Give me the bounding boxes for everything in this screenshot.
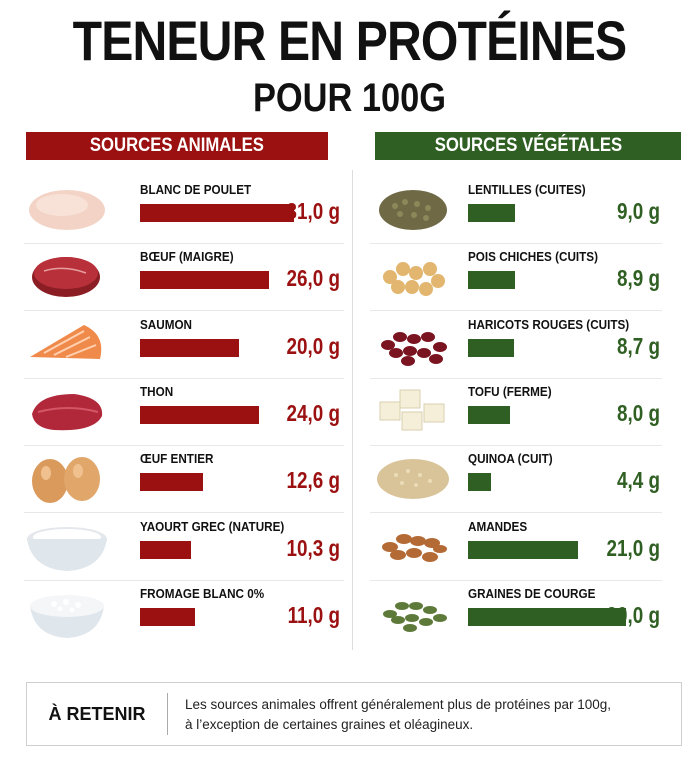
red-beans-icon [370,315,456,371]
quinoa-icon [370,449,456,505]
chart-row-veg: POIS CHICHES (CUITS) 8,9 g [370,243,662,312]
salmon-fillet-icon [24,315,110,371]
chart-item-label: THON [140,383,174,399]
chart-value-label: 8,9 g [617,265,660,292]
chicken-breast-icon [24,180,110,236]
chart-row-animal: THON 24,0 g [24,378,344,446]
page-subtitle: POUR 100G [252,76,447,120]
chart-bar [468,271,515,290]
chart-bar [140,607,195,626]
retenir-text: Les sources animales offrent généralemen… [185,695,665,735]
row-separator [24,579,344,581]
chart-bar [468,607,626,626]
chart-row-animal: FROMAGE BLANC 0% 11,0 g [24,580,344,646]
retenir-divider [167,693,168,735]
chart-row-veg: QUINOA (CUIT) 4,4 g [370,445,662,514]
chart-bar [140,204,294,222]
chart-row-animal: ŒUF ENTIER 12,6 g [24,445,344,514]
row-separator [370,377,662,379]
chart-item-label: TOFU (FERME) [468,383,552,399]
chart-row-animal: BLANC DE POULET 31,0 g [24,176,344,244]
chart-value-label: 12,6 g [286,467,340,494]
animal-sources-header: SOURCES ANIMALES [26,132,328,160]
column-divider [352,170,353,650]
chickpeas-icon [370,247,456,303]
lentils-icon [370,180,456,236]
chart-value-label: 31,0 g [286,198,340,224]
chart-bar [140,473,203,492]
page-title: TENEUR EN PROTÉINES [72,9,627,72]
row-separator [24,243,344,244]
chart-item-label: POIS CHICHES (CUITS) [468,249,599,265]
almonds-icon [370,517,456,573]
chart-item-label: AMANDES [468,518,528,534]
beef-steak-icon [24,247,110,303]
chart-row-veg: GRAINES DE COURGE 30,0 g [370,580,662,646]
retenir-text-line1: Les sources animales offrent généralemen… [185,697,612,712]
retenir-label: À RETENIR [48,704,146,724]
chart-value-label: 20,0 g [286,332,340,359]
chart-value-label: 30,0 g [606,601,660,628]
chart-row-veg: AMANDES 21,0 g [370,513,662,581]
chart-value-label: 10,3 g [286,534,340,561]
eggs-icon [24,449,110,505]
chart-bar [140,338,239,357]
chart-value-label: 24,0 g [286,399,340,426]
row-separator [370,444,662,446]
row-separator [370,243,662,244]
row-separator [370,512,662,514]
chart-bar [468,405,510,424]
row-separator [370,579,662,581]
chart-value-label: 11,0 g [287,601,340,628]
row-separator [24,444,344,446]
chart-bar [468,338,514,357]
chart-item-label: QUINOA (CUIT) [468,451,553,467]
tuna-steak-icon [24,382,110,438]
chart-row-animal: BŒUF (MAIGRE) 26,0 g [24,243,344,312]
chart-item-label: LENTILLES (CUITES) [468,182,586,197]
row-separator [370,310,662,312]
retenir-text-line2: à l’exception de certaines graines et ol… [185,717,474,732]
chart-bar [140,271,269,290]
row-separator [24,512,344,514]
chart-item-label: BŒUF (MAIGRE) [140,249,234,265]
chart-value-label: 4,4 g [617,467,660,494]
row-separator [24,310,344,312]
cottage-cheese-bowl-icon [24,584,110,640]
chart-item-label: YAOURT GREC (NATURE) [140,518,285,534]
chart-value-label: 9,0 g [617,198,660,224]
chart-bar [468,473,491,492]
row-separator [24,377,344,379]
chart-bar [468,540,578,559]
chart-row-veg: LENTILLES (CUITES) 9,0 g [370,176,662,244]
chart-item-label: BLANC DE POULET [140,182,252,197]
chart-row-animal: YAOURT GREC (NATURE) 10,3 g [24,513,344,581]
chart-row-veg: TOFU (FERME) 8,0 g [370,378,662,446]
chart-value-label: 8,0 g [617,399,660,426]
chart-item-label: SAUMON [140,316,193,332]
chart-value-label: 21,0 g [606,534,660,561]
vegetal-sources-header: SOURCES VÉGÉTALES [375,132,681,160]
chart-bar [468,204,515,222]
chart-item-label: ŒUF ENTIER [140,451,214,467]
chart-item-label: HARICOTS ROUGES (CUITS) [468,316,630,332]
chart-row-veg: HARICOTS ROUGES (CUITS) 8,7 g [370,311,662,379]
chart-row-animal: SAUMON 20,0 g [24,311,344,379]
pumpkin-seeds-icon [370,584,456,640]
chart-value-label: 8,7 g [617,332,660,359]
greek-yogurt-bowl-icon [24,517,110,573]
retenir-box: À RETENIR Les sources animales offrent g… [26,682,682,746]
chart-bar [140,540,191,559]
tofu-cubes-icon [370,382,456,438]
chart-value-label: 26,0 g [286,265,340,292]
chart-bar [140,405,259,424]
chart-item-label: FROMAGE BLANC 0% [140,585,265,601]
chart-item-label: GRAINES DE COURGE [468,585,596,601]
